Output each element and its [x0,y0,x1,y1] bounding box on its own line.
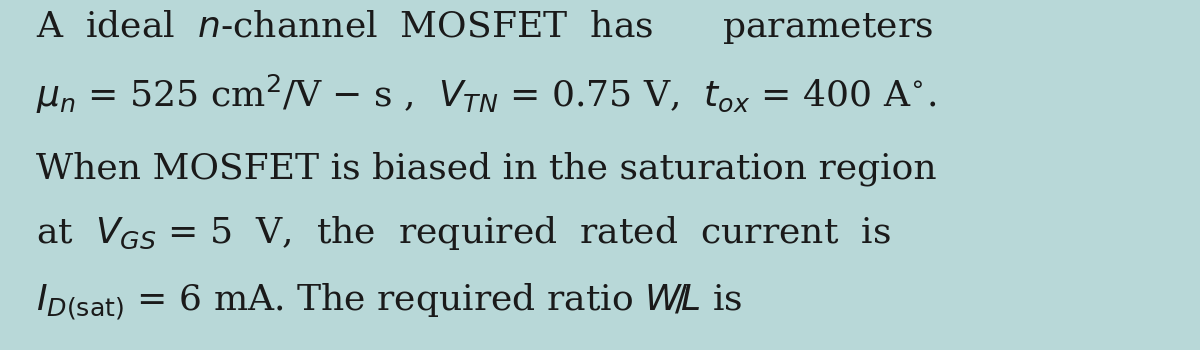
Text: $\mu_n$ = 525 cm$^2$/V $-$ s ,  $V_{TN}$ = 0.75 V,  $t_{ox}$ = 400 A$^{\circ}$.: $\mu_n$ = 525 cm$^2$/V $-$ s , $V_{TN}$ … [36,72,936,116]
Text: at  $V_{GS}$ = 5  V,  the  required  rated  current  is: at $V_{GS}$ = 5 V, the required rated cu… [36,214,890,252]
Text: When MOSFET is biased in the saturation region: When MOSFET is biased in the saturation … [36,151,937,186]
Text: A  ideal  $\mathit{n}$-channel  MOSFET  has      parameters: A ideal $\mathit{n}$-channel MOSFET has … [36,7,932,46]
Text: $I_{D(\mathrm{sat})}$ = 6 mA. The required ratio $W\!/\!L$ is: $I_{D(\mathrm{sat})}$ = 6 mA. The requir… [36,281,743,322]
